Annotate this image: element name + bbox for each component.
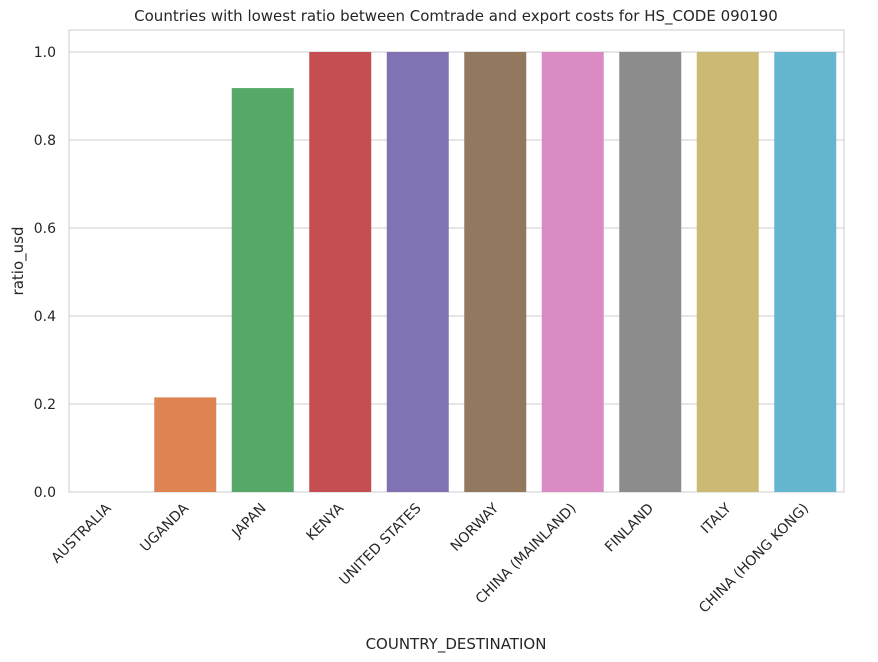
bar-uganda (154, 397, 217, 492)
bar-japan (231, 88, 294, 492)
bars (154, 52, 837, 492)
x-tick-label: ITALY (698, 500, 735, 537)
chart-title: Countries with lowest ratio between Comt… (134, 7, 778, 26)
bar-norway (464, 52, 527, 492)
bar-finland (619, 52, 682, 492)
y-tick-label: 0.2 (34, 397, 56, 413)
bar-china-hong-kong (774, 52, 837, 492)
x-tick-label: JAPAN (229, 501, 270, 542)
y-axis-ticks: 0.0 0.2 0.4 0.6 0.8 1.0 (34, 45, 56, 501)
x-tick-label: AUSTRALIA (48, 500, 114, 566)
y-tick-label: 1.0 (34, 45, 56, 61)
x-tick-label: UNITED STATES (336, 500, 424, 588)
x-tick-label: FINLAND (602, 501, 657, 556)
y-axis-title: ratio_usd (9, 227, 28, 296)
y-tick-label: 0.8 (34, 133, 56, 149)
x-axis-title: COUNTRY_DESTINATION (366, 635, 547, 654)
x-tick-label: KENYA (304, 500, 348, 544)
y-tick-label: 0.0 (34, 485, 56, 501)
y-tick-label: 0.4 (34, 309, 56, 325)
bar-united-states (386, 52, 449, 492)
x-tick-label: UGANDA (137, 500, 192, 555)
bar-china-mainland (541, 52, 604, 492)
y-tick-label: 0.6 (34, 221, 56, 237)
x-tick-label: NORWAY (448, 500, 503, 555)
bar-italy (696, 52, 759, 492)
bar-kenya (309, 52, 372, 492)
